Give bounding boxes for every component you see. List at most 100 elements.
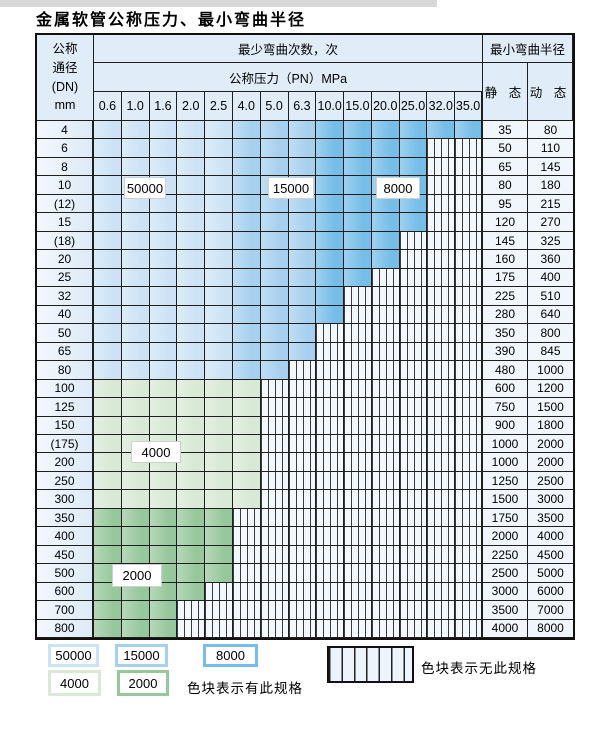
legend-label-8000: 8000 bbox=[206, 647, 255, 664]
spec-cell bbox=[121, 194, 150, 214]
no-spec-cell bbox=[455, 416, 483, 435]
dn-header-line: (DN) bbox=[51, 79, 79, 94]
dynamic-radius-cell: 7000 bbox=[528, 601, 573, 620]
spec-cell bbox=[371, 121, 400, 140]
spec-cell bbox=[232, 416, 261, 435]
spec-cell bbox=[149, 157, 178, 177]
zone-label-15000: 15000 bbox=[268, 177, 314, 199]
spec-cell bbox=[288, 213, 317, 232]
no-spec-cell bbox=[427, 361, 456, 380]
no-spec-cell bbox=[260, 601, 289, 620]
no-spec-cell bbox=[455, 508, 483, 528]
no-spec-cell bbox=[399, 582, 428, 602]
no-spec-cell bbox=[399, 508, 428, 528]
spec-cell bbox=[288, 231, 317, 251]
static-radius-cell: 3000 bbox=[483, 582, 528, 602]
no-spec-cell bbox=[455, 305, 483, 325]
dn-cell: 125 bbox=[37, 398, 94, 417]
spec-cell bbox=[232, 490, 261, 509]
dynamic-radius-cell: 325 bbox=[528, 231, 573, 251]
spec-cell bbox=[149, 398, 178, 417]
spec-cell bbox=[316, 231, 345, 251]
no-spec-cell bbox=[260, 379, 289, 399]
pressure-tick-2.0: 2.0 bbox=[177, 92, 206, 121]
no-spec-cell bbox=[344, 619, 372, 639]
spec-cell bbox=[232, 176, 261, 195]
dynamic-radius-cell: 800 bbox=[528, 324, 573, 343]
static-radius-cell: 280 bbox=[483, 305, 528, 325]
no-spec-cell bbox=[260, 619, 289, 639]
dynamic-radius-cell: 1500 bbox=[528, 398, 573, 417]
no-spec-cell bbox=[316, 582, 345, 602]
pressure-tick-6.3: 6.3 bbox=[288, 92, 317, 121]
static-radius-cell: 1250 bbox=[483, 471, 528, 491]
spec-cell bbox=[94, 434, 122, 454]
spec-cell bbox=[260, 361, 289, 380]
table-row-dn-200: 200 1000 2000 bbox=[37, 453, 573, 472]
spec-cell bbox=[205, 324, 233, 343]
static-radius-cell: 175 bbox=[483, 268, 528, 288]
static-radius-cell: 1000 bbox=[483, 434, 528, 454]
zone-label-50000: 50000 bbox=[124, 177, 166, 199]
static-radius-cell: 120 bbox=[483, 213, 528, 232]
no-spec-cell bbox=[427, 287, 456, 306]
spec-cell bbox=[205, 398, 233, 417]
spec-cell bbox=[94, 453, 122, 472]
dn-cell: 15 bbox=[37, 213, 94, 232]
spec-cell bbox=[94, 601, 122, 620]
no-spec-cell bbox=[371, 361, 400, 380]
spec-cell bbox=[232, 434, 261, 454]
no-spec-cell bbox=[371, 508, 400, 528]
no-spec-cell bbox=[316, 361, 345, 380]
spec-cell bbox=[232, 398, 261, 417]
dn-header-line: 公称 bbox=[52, 42, 78, 56]
spec-cell bbox=[177, 268, 206, 288]
pressure-tick-2.5: 2.5 bbox=[205, 92, 233, 121]
dn-cell: 20 bbox=[37, 250, 94, 269]
no-spec-cell bbox=[344, 564, 372, 583]
no-spec-cell bbox=[455, 361, 483, 380]
table-row-dn-15: 15 120 270 bbox=[37, 213, 573, 232]
spec-cell bbox=[205, 545, 233, 565]
spec-cell bbox=[177, 527, 206, 546]
no-spec-cell bbox=[399, 361, 428, 380]
no-spec-cell bbox=[232, 564, 261, 583]
spec-cell bbox=[177, 250, 206, 269]
dn-cell: 40 bbox=[37, 305, 94, 325]
spec-cell bbox=[232, 157, 261, 177]
no-spec-cell bbox=[316, 379, 345, 399]
table-row-dn-300: 300 1500 3000 bbox=[37, 490, 573, 509]
dynamic-radius-cell: 845 bbox=[528, 342, 573, 362]
table-row-dn-800: 800 4000 8000 bbox=[37, 619, 573, 639]
static-radius-cell: 95 bbox=[483, 194, 528, 214]
spec-cell bbox=[205, 564, 233, 583]
spec-cell bbox=[288, 305, 317, 325]
spec-cell bbox=[177, 398, 206, 417]
no-spec-cell bbox=[260, 471, 289, 491]
spec-cell bbox=[205, 453, 233, 472]
spec-cell bbox=[149, 545, 178, 565]
spec-cell bbox=[232, 471, 261, 491]
no-spec-cell bbox=[371, 582, 400, 602]
spec-cell bbox=[177, 287, 206, 306]
spec-cell bbox=[205, 379, 233, 399]
spec-cell bbox=[149, 416, 178, 435]
no-spec-cell bbox=[344, 471, 372, 491]
spec-cell bbox=[177, 453, 206, 472]
no-spec-cell bbox=[371, 619, 400, 639]
spec-cell bbox=[232, 342, 261, 362]
spec-cell bbox=[232, 287, 261, 306]
table-row-dn-450: 450 2250 4500 bbox=[37, 545, 573, 565]
no-spec-cell bbox=[427, 213, 456, 232]
spec-cell bbox=[344, 157, 372, 177]
dn-cell: 50 bbox=[37, 324, 94, 343]
dynamic-radius-cell: 3000 bbox=[528, 490, 573, 509]
dynamic-radius-cell: 2000 bbox=[528, 434, 573, 454]
no-spec-cell bbox=[371, 527, 400, 546]
spec-cell bbox=[205, 342, 233, 362]
col-header-dynamic: 动 态 bbox=[528, 63, 573, 121]
no-spec-cell bbox=[427, 508, 456, 528]
spec-cell bbox=[344, 121, 372, 140]
legend-swatch-8000: 8000 bbox=[203, 644, 258, 667]
static-radius-cell: 2500 bbox=[483, 564, 528, 583]
